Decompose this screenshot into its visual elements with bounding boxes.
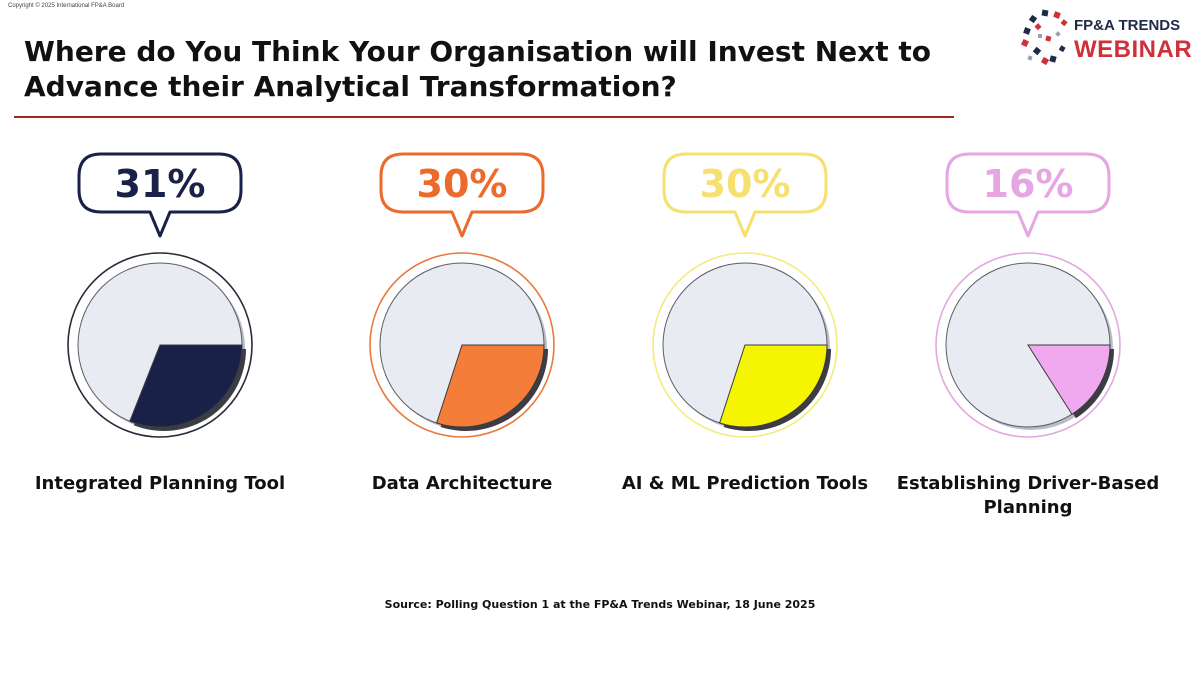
pie-charts: 31% 30% 30% 16% [67, 152, 1121, 438]
category-label-establishing-driver-based-planning: Establishing Driver-Based Planning [888, 472, 1168, 520]
page-title: Where do You Think Your Organisation wil… [24, 34, 954, 104]
pie-ring [369, 252, 555, 438]
logo-top-text: FP&A TRENDS [1074, 17, 1181, 34]
value-label-data-architecture: 30% [417, 162, 508, 206]
category-label-data-architecture: Data Architecture [322, 472, 602, 496]
pie-group-integrated-planning-tool: 31% [67, 152, 253, 438]
logo-bottom-text: WEBINAR [1074, 36, 1193, 63]
value-label-ai-ml-prediction-tools: 30% [700, 162, 791, 206]
copyright-text: Copyright © 2025 International FP&A Boar… [8, 3, 125, 9]
source-note: Source: Polling Question 1 at the FP&A T… [384, 598, 816, 611]
category-label-ai-ml-prediction-tools: AI & ML Prediction Tools [605, 472, 885, 496]
pie-group-data-architecture: 30% [369, 152, 555, 438]
pie-slice-data-architecture [436, 344, 545, 428]
value-bubble [77, 152, 243, 238]
pie-slice-establishing-driver-based-planning [1027, 344, 1111, 415]
category-label-line: Establishing Driver-Based [896, 473, 1160, 494]
category-label-integrated-planning-tool: Integrated Planning Tool [20, 472, 300, 496]
logo-emblem-icon [1021, 9, 1068, 66]
category-label-line: Planning [983, 497, 1073, 518]
pie-group-establishing-driver-based-planning: 16% [935, 152, 1121, 438]
category-label-line: Integrated Planning Tool [34, 473, 286, 494]
title-line-2: Advance their Analytical Transformation? [24, 70, 677, 103]
pie-ring [652, 252, 838, 438]
value-label-establishing-driver-based-planning: 16% [983, 162, 1074, 206]
pie-ring [67, 252, 253, 438]
pie-ring [935, 252, 1121, 438]
fpa-trends-webinar-logo: FP&A TRENDS WEBINAR [1020, 8, 1192, 70]
title-line-1: Where do You Think Your Organisation wil… [24, 35, 931, 68]
value-bubble [662, 152, 828, 238]
value-label-integrated-planning-tool: 31% [115, 162, 206, 206]
title-divider [14, 116, 954, 118]
pie-slice-integrated-planning-tool [129, 344, 243, 428]
value-bubble [379, 152, 545, 238]
pie-slice-ai-ml-prediction-tools [719, 344, 828, 428]
value-bubble [945, 152, 1111, 238]
pie-group-ai-ml-prediction-tools: 30% [652, 152, 838, 438]
category-label-line: AI & ML Prediction Tools [621, 473, 869, 494]
category-label-line: Data Architecture [371, 473, 553, 494]
